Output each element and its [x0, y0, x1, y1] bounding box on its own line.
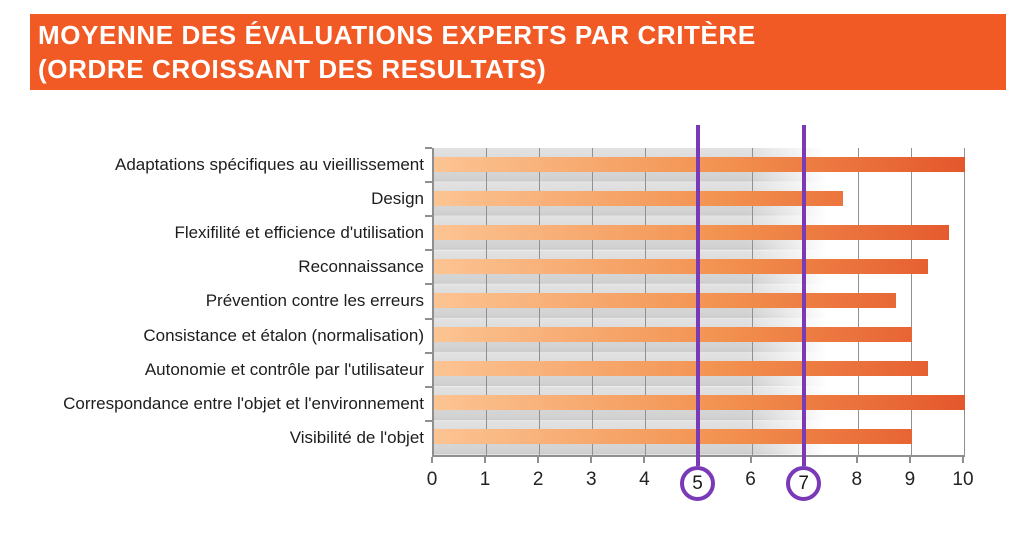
x-tick-label-8: 8 [851, 469, 863, 490]
category-label-3: Reconnaissance [298, 257, 424, 277]
bar-5 [434, 327, 912, 343]
category-label-5: Consistance et étalon (normalisation) [143, 325, 424, 345]
x-tick-0 [431, 457, 433, 463]
category-label-4: Prévention contre les erreurs [205, 291, 424, 311]
y-tick-6 [425, 351, 432, 354]
x-tick-3 [590, 457, 593, 463]
x-tick-label-4: 4 [639, 469, 650, 490]
x-tick-label-9: 9 [904, 469, 916, 490]
y-tick-0 [425, 147, 432, 149]
slide-title-line-2: (ORDRE CROISSANT DES RESULTATS) [38, 54, 547, 84]
x-tick-label-3: 3 [586, 469, 597, 490]
bar-1 [434, 190, 843, 206]
x-tick-8 [855, 457, 858, 463]
category-label-1: Design [371, 189, 424, 209]
gridline-10 [964, 148, 965, 455]
x-tick-2 [537, 457, 540, 463]
bar-3 [434, 258, 928, 274]
bar-6 [434, 361, 928, 377]
bar-0 [434, 156, 965, 172]
x-tick-9 [908, 457, 911, 463]
x-tick-label-6: 6 [745, 469, 756, 490]
x-tick-label-7-circled: 7 [786, 466, 822, 501]
y-tick-7 [425, 385, 432, 388]
y-tick-2 [425, 215, 432, 218]
x-tick-6 [749, 457, 752, 463]
x-tick-label-10: 10 [952, 469, 974, 490]
bar-4 [434, 293, 896, 308]
x-tick-10 [962, 457, 964, 463]
y-tick-1 [425, 181, 432, 184]
y-tick-3 [425, 249, 432, 252]
y-tick-5 [425, 317, 432, 320]
x-tick-label-1: 1 [479, 469, 491, 490]
category-label-2: Flexifilité et efficience d'utilisation [174, 223, 424, 243]
gridline-9 [910, 148, 912, 455]
reference-line-7 [801, 125, 806, 466]
x-tick-label-0: 0 [426, 469, 438, 490]
x-tick-label-2: 2 [532, 469, 544, 490]
x-tick-label-5-circled: 5 [680, 466, 715, 501]
y-tick-8 [425, 419, 432, 422]
x-tick-4 [643, 457, 646, 463]
slide-title-line-1: MOYENNE DES ÉVALUATIONS EXPERTS PAR CRIT… [38, 20, 756, 50]
x-tick-1 [484, 457, 487, 463]
y-tick-4 [425, 283, 432, 286]
category-label-6: Autonomie et contrôle par l'utilisateur [144, 359, 424, 379]
category-label-7: Correspondance entre l'objet et l'enviro… [63, 393, 424, 413]
bar-8 [434, 429, 912, 445]
category-label-0: Adaptations spécifiques au vieillissemen… [114, 155, 424, 174]
bar-7 [434, 395, 965, 411]
slide-title-banner: MOYENNE DES ÉVALUATIONS EXPERTS PAR CRIT… [30, 14, 1006, 90]
category-label-8: Visibilité de l'objet [289, 427, 424, 447]
reference-line-5 [695, 125, 700, 466]
bar-2 [434, 224, 950, 240]
